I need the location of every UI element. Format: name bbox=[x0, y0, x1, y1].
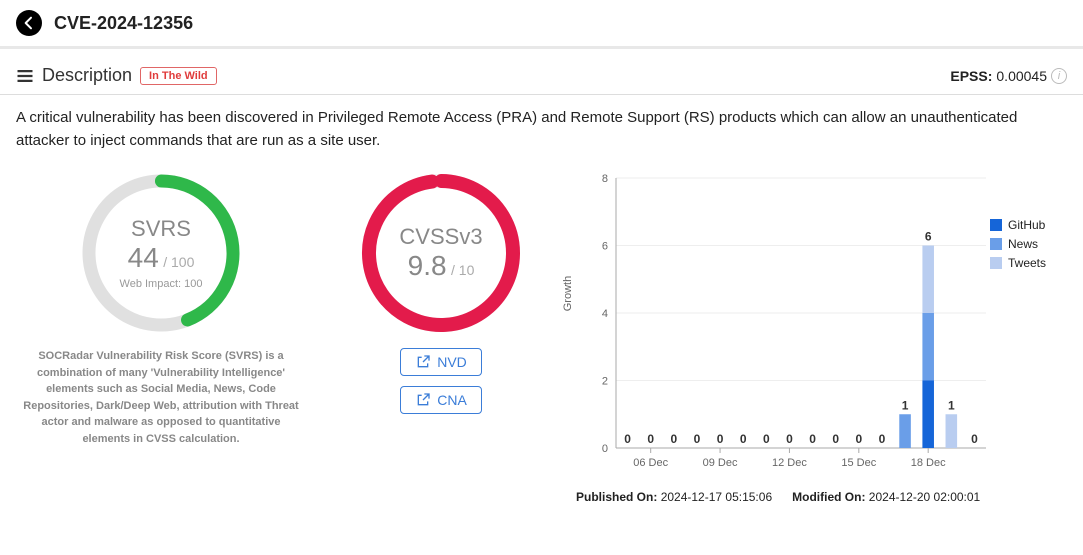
svg-text:1: 1 bbox=[902, 398, 909, 412]
legend-swatch bbox=[990, 257, 1002, 269]
svrs-value: 44 bbox=[128, 242, 159, 273]
back-button[interactable] bbox=[16, 10, 42, 36]
svrs-max: / 100 bbox=[163, 254, 194, 270]
in-the-wild-badge: In The Wild bbox=[140, 67, 217, 85]
svg-text:8: 8 bbox=[602, 173, 608, 185]
legend-label: GitHub bbox=[1008, 218, 1045, 232]
arrow-left-icon bbox=[21, 15, 37, 31]
cvss-panel: CVSSv3 9.8 / 10 NVD CNA bbox=[326, 168, 556, 478]
svg-text:6: 6 bbox=[602, 241, 608, 253]
svg-text:4: 4 bbox=[602, 308, 608, 320]
cna-link[interactable]: CNA bbox=[400, 386, 482, 414]
svg-text:0: 0 bbox=[971, 432, 978, 446]
svrs-subtitle: Web Impact: 100 bbox=[120, 278, 203, 290]
legend-item[interactable]: News bbox=[990, 237, 1046, 251]
modified-value: 2024-12-20 02:00:01 bbox=[869, 490, 980, 504]
cvss-gauge: CVSSv3 9.8 / 10 bbox=[356, 168, 526, 338]
svg-text:0: 0 bbox=[717, 432, 724, 446]
epss-value: 0.00045 bbox=[996, 68, 1047, 84]
cvss-title: CVSSv3 bbox=[399, 224, 482, 250]
svg-text:2: 2 bbox=[602, 376, 608, 388]
svg-text:6: 6 bbox=[925, 230, 932, 244]
y-axis-label: Growth bbox=[562, 276, 574, 311]
external-link-icon bbox=[415, 392, 431, 408]
chart-svg: 02468000000000000161006 Dec09 Dec12 Dec1… bbox=[576, 168, 996, 478]
legend-swatch bbox=[990, 219, 1002, 231]
chart-legend: GitHub News Tweets bbox=[990, 218, 1046, 275]
svrs-panel: SVRS 44 / 100 Web Impact: 100 SOCRadar V… bbox=[16, 168, 306, 478]
epss-score: EPSS: 0.00045 i bbox=[950, 68, 1067, 84]
page-header: CVE-2024-12356 bbox=[0, 0, 1083, 49]
svg-text:0: 0 bbox=[740, 432, 747, 446]
svg-text:0: 0 bbox=[786, 432, 793, 446]
nvd-label: NVD bbox=[437, 354, 467, 370]
nvd-link[interactable]: NVD bbox=[400, 348, 482, 376]
published-value: 2024-12-17 05:15:06 bbox=[661, 490, 772, 504]
svg-text:0: 0 bbox=[624, 432, 631, 446]
legend-item[interactable]: Tweets bbox=[990, 256, 1046, 270]
cve-id-title: CVE-2024-12356 bbox=[54, 13, 193, 34]
cna-label: CNA bbox=[437, 392, 467, 408]
svg-text:0: 0 bbox=[809, 432, 816, 446]
growth-chart-panel: 02468000000000000161006 Dec09 Dec12 Dec1… bbox=[576, 168, 1067, 478]
svrs-title: SVRS bbox=[131, 216, 191, 242]
svg-text:0: 0 bbox=[670, 432, 677, 446]
svg-text:0: 0 bbox=[855, 432, 862, 446]
panels-row: SVRS 44 / 100 Web Impact: 100 SOCRadar V… bbox=[0, 168, 1083, 478]
svg-text:15 Dec: 15 Dec bbox=[841, 457, 876, 469]
cvss-max: / 10 bbox=[451, 262, 474, 278]
svg-text:0: 0 bbox=[763, 432, 770, 446]
svg-text:0: 0 bbox=[879, 432, 886, 446]
growth-chart: 02468000000000000161006 Dec09 Dec12 Dec1… bbox=[576, 168, 996, 478]
svrs-gauge: SVRS 44 / 100 Web Impact: 100 bbox=[76, 168, 246, 338]
description-bar: Description In The Wild EPSS: 0.00045 i bbox=[0, 49, 1083, 95]
epss-label: EPSS: bbox=[950, 68, 992, 84]
external-link-icon bbox=[415, 354, 431, 370]
legend-item[interactable]: GitHub bbox=[990, 218, 1046, 232]
svg-text:0: 0 bbox=[694, 432, 701, 446]
svg-text:18 Dec: 18 Dec bbox=[911, 457, 946, 469]
list-icon bbox=[16, 67, 34, 85]
svg-text:12 Dec: 12 Dec bbox=[772, 457, 807, 469]
description-label: Description bbox=[42, 65, 132, 86]
svg-text:0: 0 bbox=[832, 432, 839, 446]
svg-text:09 Dec: 09 Dec bbox=[703, 457, 738, 469]
legend-label: Tweets bbox=[1008, 256, 1046, 270]
modified-label: Modified On: bbox=[792, 490, 865, 504]
svrs-note: SOCRadar Vulnerability Risk Score (SVRS)… bbox=[16, 348, 306, 447]
svg-text:0: 0 bbox=[647, 432, 654, 446]
info-icon[interactable]: i bbox=[1051, 68, 1067, 84]
svg-text:1: 1 bbox=[948, 398, 955, 412]
legend-swatch bbox=[990, 238, 1002, 250]
svg-text:06 Dec: 06 Dec bbox=[633, 457, 668, 469]
cvss-value: 9.8 bbox=[408, 250, 447, 281]
svg-text:0: 0 bbox=[602, 443, 608, 455]
published-label: Published On: bbox=[576, 490, 657, 504]
legend-label: News bbox=[1008, 237, 1038, 251]
description-text: A critical vulnerability has been discov… bbox=[0, 95, 1083, 168]
chart-footer: Published On: 2024-12-17 05:15:06 Modifi… bbox=[576, 490, 996, 504]
